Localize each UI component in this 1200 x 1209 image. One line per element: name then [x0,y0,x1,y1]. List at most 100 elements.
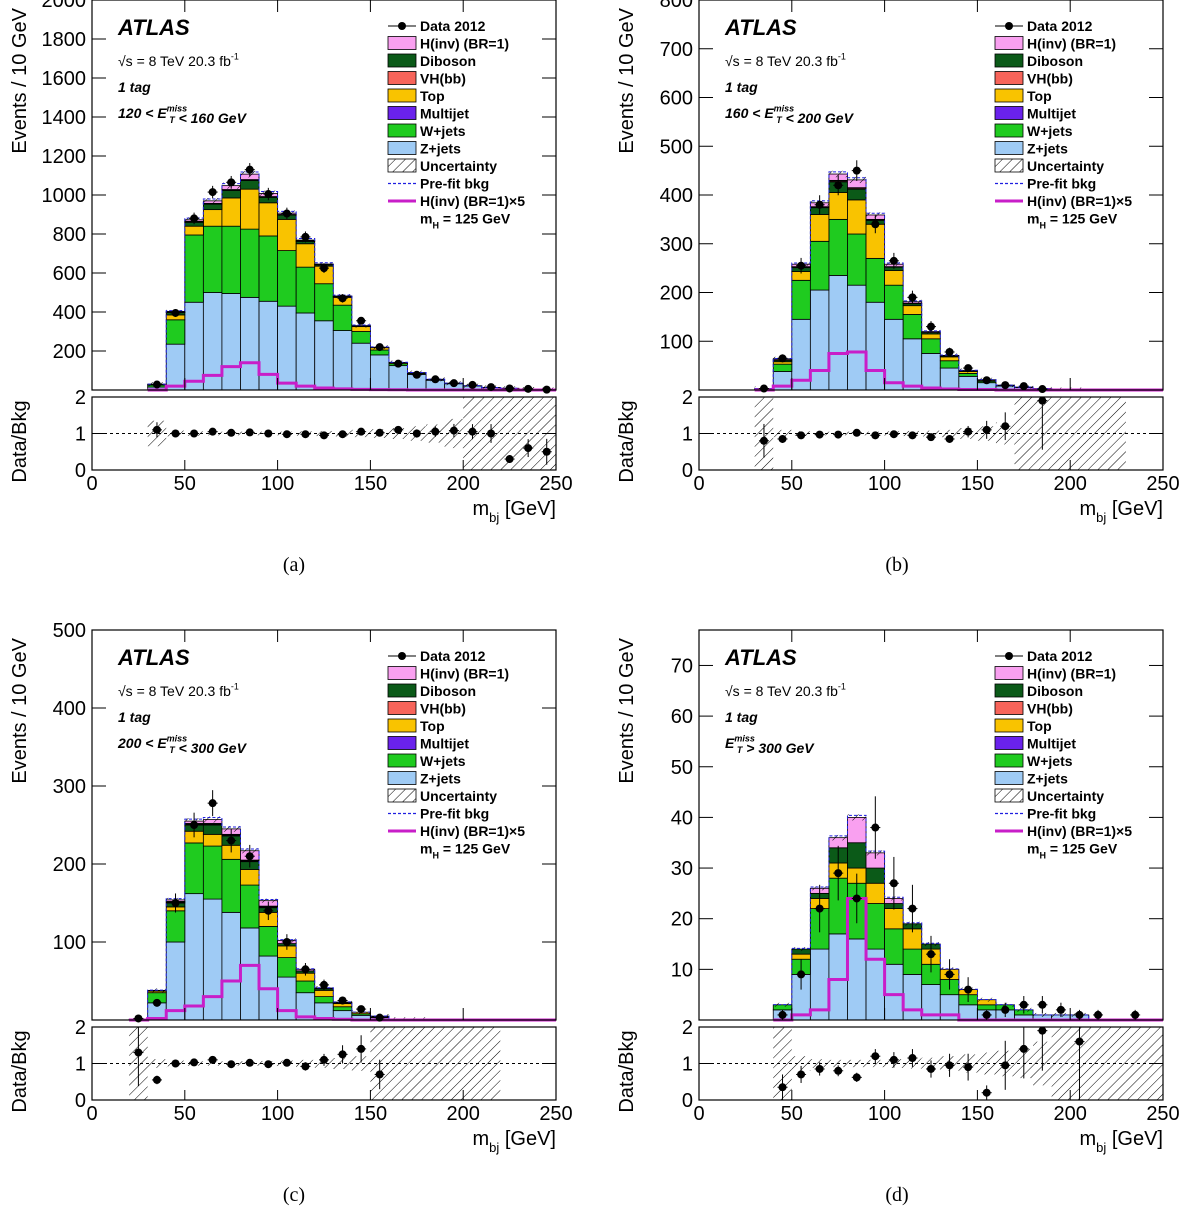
bar [165,941,186,1021]
ratio-uncertainty [1107,397,1126,470]
ratio-point [945,1061,954,1070]
bar [939,356,960,362]
bar [902,338,923,391]
x-tick-label: 100 [868,473,901,495]
data-point [778,354,787,363]
x-tick-label: 200 [447,1103,480,1125]
bar [884,908,904,930]
bar [958,373,978,377]
bar [295,243,316,268]
x-tick-label: 150 [961,1103,994,1125]
experiment-label: ATLAS [117,15,190,40]
data-point [152,998,161,1007]
y-tick-label: 1800 [42,29,87,51]
legend-label: Top [1027,718,1052,734]
bar [240,296,260,391]
legend-label: Diboson [1027,683,1083,699]
legend-swatch [387,753,417,768]
bar [976,1004,997,1011]
data-point [871,220,880,229]
legend-swatch [387,141,417,155]
data-point [834,869,843,878]
ratio-uncertainty [1088,1027,1108,1100]
bar [902,948,923,975]
series-w-jets [772,877,1034,1016]
legend-label: mH = 125 GeV [1027,841,1118,861]
bar [240,180,260,190]
bar [828,192,848,220]
ratio-uncertainty [351,1056,371,1071]
ratio-point [227,1060,236,1069]
legend-swatch [994,158,1024,173]
legend-label: Multijet [1027,106,1076,122]
ratio-point [982,425,991,434]
legend-label: Uncertainty [420,158,497,174]
legend: Data 2012 H(inv) (BR=1)Diboson VH(bb)Top Mu… [994,18,1132,230]
data-point [227,836,236,845]
ratio-point [778,1083,787,1092]
data-point [964,985,973,994]
ratio-point [1019,1044,1028,1053]
ratio-point [152,1075,161,1084]
x-tick-label: 50 [174,473,196,495]
ratio-point [301,430,310,439]
legend-label: H(inv) (BR=1)×5 [1027,823,1132,839]
experiment-label: ATLAS [724,15,797,40]
x-tick-label: 250 [1146,1103,1179,1125]
bar [258,925,279,957]
bar [184,225,204,236]
bar [772,363,793,372]
data-point [208,188,217,197]
data-point [871,823,880,832]
ratio-point [190,429,199,438]
y-tick-label: 100 [660,331,693,353]
bar [295,980,316,994]
ratio-uncertainty [773,429,792,438]
series-w-jets [147,842,390,1019]
ratio-point [375,1070,384,1079]
legend-label: Z+jets [420,771,461,787]
data-point [1131,1010,1140,1019]
data-point [945,347,954,356]
energy-lumi-label: √s = 8 TeV 20.3 fb-1 [118,52,239,69]
legend-swatch [994,71,1024,85]
legend-swatch [994,36,1024,50]
ratio-y-tick-label: 2 [75,1017,86,1039]
bar [332,1006,353,1012]
y-tick-label: 20 [671,909,693,931]
ratio-y-tick-label: 2 [682,1017,693,1039]
ratio-y-tick-label: 2 [75,387,86,409]
uncertainty-band [866,212,885,218]
bar [958,375,978,391]
bar [202,209,223,227]
data-point [152,380,161,389]
bar [828,933,848,1021]
bar [847,842,867,869]
data-point [797,261,806,270]
y-tick-label: 200 [53,341,86,363]
bar [921,333,941,340]
legend-swatch [387,788,417,803]
data-point [190,821,199,829]
bar [314,989,334,997]
ratio-y-tick-label: 0 [75,1090,86,1112]
legend-label: W+jets [420,123,466,139]
bar [847,817,867,844]
legend-label: Multijet [420,736,469,752]
legend-swatch [387,53,417,68]
ratio-point [834,430,843,439]
bar [314,283,334,322]
uncertainty-band [351,323,371,328]
ratio-y-tick-label: 1 [75,424,86,446]
legend-label: Data 2012 [1027,648,1093,664]
ratio-point [245,428,254,437]
legend-swatch [387,718,417,733]
ratio-y-tick-label: 0 [682,1090,693,1112]
y-tick-label: 70 [671,655,693,677]
ratio-point [320,431,328,440]
legend-swatch [994,701,1024,715]
data-point [134,1014,143,1023]
data-point [889,879,898,888]
